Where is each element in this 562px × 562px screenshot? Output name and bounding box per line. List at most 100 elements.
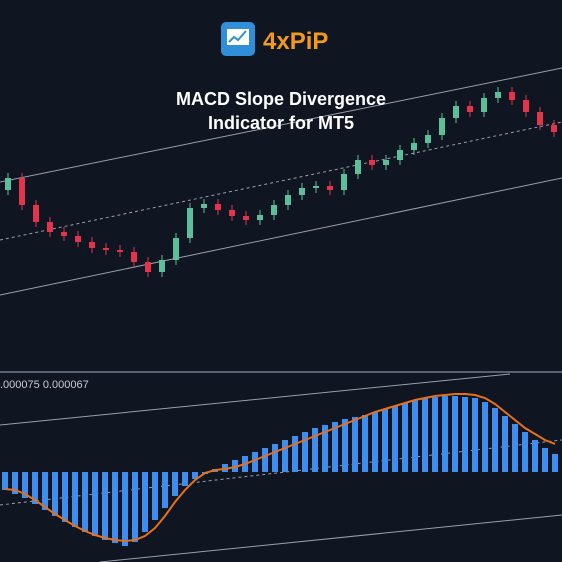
candle-body (187, 208, 193, 238)
candle-body (453, 106, 459, 118)
price-pane (0, 67, 562, 296)
histogram-bar (122, 472, 128, 546)
histogram-bar (142, 472, 148, 532)
candle-body (481, 98, 487, 112)
histogram-bar (322, 425, 328, 472)
candle-body (369, 160, 375, 165)
histogram-bar (272, 444, 278, 472)
candle-body (215, 204, 221, 210)
histogram-bar (172, 472, 178, 496)
histogram-bar (192, 472, 198, 479)
candle-body (33, 205, 39, 222)
candle-body (61, 232, 67, 236)
macd-label: .000075 0.000067 (0, 379, 89, 391)
title-line: Indicator for MT5 (208, 113, 354, 133)
logo-text: 4xPiP (263, 28, 328, 55)
macd-pane (0, 373, 562, 562)
histogram-bar (532, 440, 538, 472)
candle-body (355, 160, 361, 174)
histogram-bar (382, 409, 388, 472)
histogram-bar (342, 419, 348, 472)
histogram-bar (82, 472, 88, 532)
candle-body (425, 135, 431, 143)
candle-body (173, 238, 179, 260)
histogram-bar (482, 402, 488, 472)
histogram-bar (32, 472, 38, 504)
candle-body (201, 204, 207, 208)
candle-body (313, 186, 319, 188)
candle-body (509, 92, 515, 100)
histogram-bar (282, 440, 288, 472)
histogram-bar (392, 406, 398, 472)
candle-body (523, 100, 529, 112)
channel-lower (0, 177, 562, 296)
histogram-bar (372, 412, 378, 472)
macd-channel-lower (99, 514, 562, 562)
histogram-bar (432, 397, 438, 472)
candle-body (257, 215, 263, 220)
histogram-bar (512, 424, 518, 472)
histogram-bar (152, 472, 158, 520)
candle-body (89, 242, 95, 248)
histogram-bar (452, 396, 458, 472)
histogram-bar (12, 472, 18, 494)
histogram-bar (92, 472, 98, 536)
candle-body (397, 150, 403, 160)
histogram-bar (132, 472, 138, 542)
candle-body (271, 205, 277, 215)
histogram-bar (552, 454, 558, 472)
candle-body (145, 262, 151, 272)
logo-graph (228, 30, 247, 43)
candle-body (341, 174, 347, 190)
macd-channel-middle (0, 439, 562, 506)
candle-body (5, 178, 11, 190)
histogram-bar (472, 398, 478, 472)
candle-body (131, 252, 137, 262)
candle-body (285, 195, 291, 205)
histogram-bar (412, 400, 418, 472)
title-line: MACD Slope Divergence (176, 89, 386, 109)
histogram-bar (332, 422, 338, 472)
histogram-bar (62, 472, 68, 522)
histogram-bar (492, 408, 498, 472)
histogram-bar (182, 472, 188, 486)
histogram-bar (402, 403, 408, 472)
candle-body (229, 210, 235, 216)
histogram-bar (2, 472, 8, 490)
candle-body (47, 222, 53, 232)
logo: 4xPiP (221, 22, 328, 56)
candle-body (495, 92, 501, 98)
histogram-bar (102, 472, 108, 540)
candle-body (411, 143, 417, 150)
candle-body (537, 112, 543, 125)
histogram-bar (292, 436, 298, 472)
histogram-bar (362, 415, 368, 472)
candle-body (159, 260, 165, 272)
candle-body (551, 125, 557, 132)
histogram-bar (42, 472, 48, 510)
histogram-bar (112, 472, 118, 543)
candle-body (439, 118, 445, 135)
histogram-bar (542, 448, 548, 472)
histogram-bar (22, 472, 28, 498)
signal-line (4, 393, 556, 543)
histogram-bar (312, 428, 318, 472)
histogram-bar (502, 416, 508, 472)
histogram-bar (352, 417, 358, 472)
candle-body (327, 186, 333, 190)
histogram-bar (462, 397, 468, 472)
histogram-bar (422, 398, 428, 472)
histogram-bar (252, 452, 258, 472)
candle-body (243, 216, 249, 220)
candle-body (103, 248, 109, 250)
candle-body (299, 188, 305, 195)
histogram-bar (302, 432, 308, 472)
candle-body (117, 250, 123, 252)
histogram-bar (442, 396, 448, 472)
candle-body (467, 106, 473, 112)
candle-body (75, 236, 81, 242)
histogram-bar (262, 448, 268, 472)
macd-channel-upper (0, 373, 511, 426)
